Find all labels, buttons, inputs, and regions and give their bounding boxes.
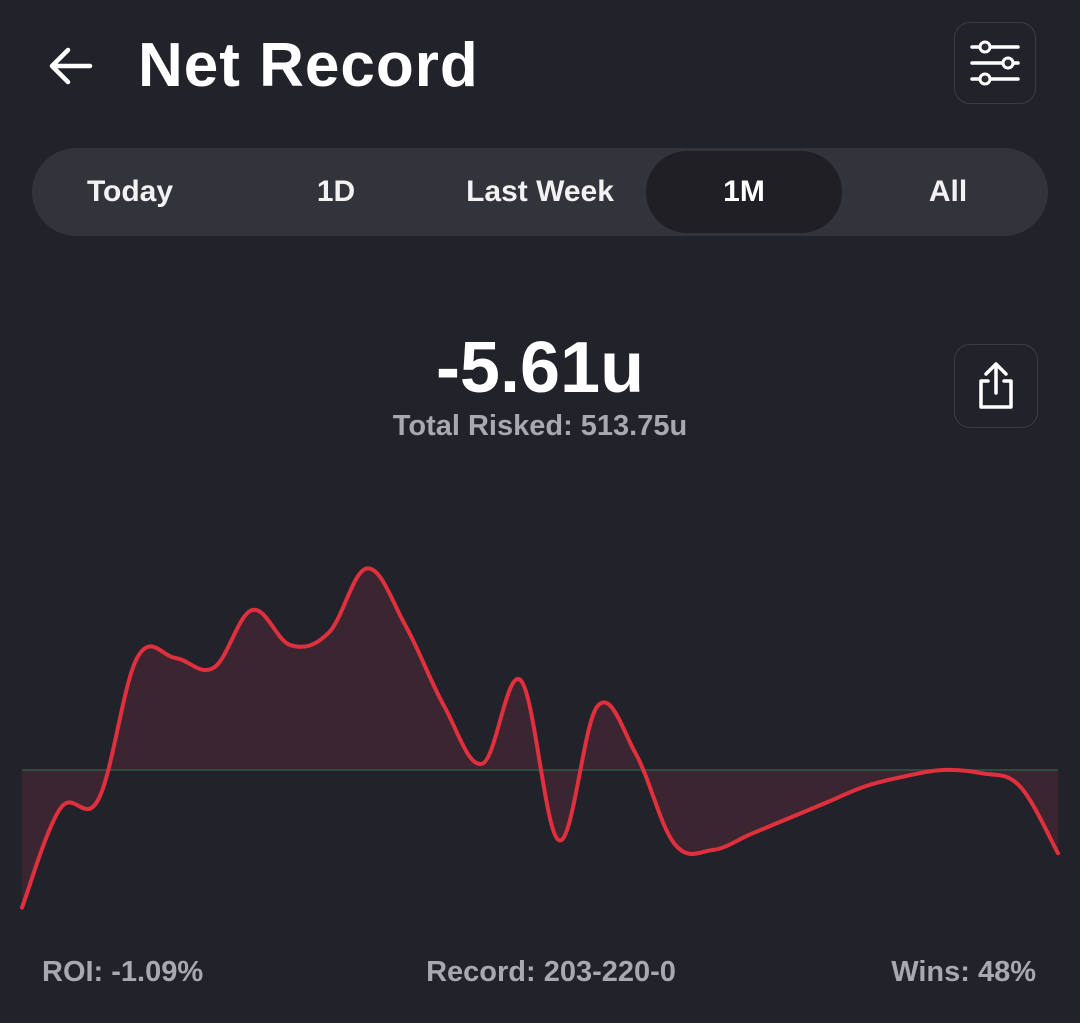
- share-button[interactable]: [954, 344, 1038, 428]
- tab-label: Last Week: [466, 175, 614, 208]
- tab-label: 1M: [723, 175, 765, 208]
- timeframe-tabs: Today 1D Last Week 1M All: [32, 148, 1048, 236]
- tab-all[interactable]: All: [850, 151, 1046, 233]
- tab-today[interactable]: Today: [32, 151, 228, 233]
- filter-button[interactable]: [954, 22, 1036, 104]
- record-stat: Record: 203-220-0: [426, 956, 676, 988]
- sliders-icon: [970, 40, 1020, 86]
- tab-last-week[interactable]: Last Week: [442, 151, 638, 233]
- chart-series-line: [20, 566, 1060, 910]
- total-risked: Total Risked: 513.75u: [392, 410, 688, 442]
- tab-1m[interactable]: 1M: [646, 151, 842, 233]
- page-title: Net Record: [138, 31, 479, 100]
- net-value: -5.61u: [435, 328, 645, 408]
- arrow-left-icon: [49, 47, 93, 85]
- roi-stat: ROI: -1.09%: [42, 956, 204, 988]
- back-button[interactable]: [40, 36, 100, 96]
- tab-1d[interactable]: 1D: [238, 151, 434, 233]
- tab-label: All: [928, 175, 968, 208]
- share-icon: [979, 362, 1013, 409]
- wins-stat: Wins: 48%: [891, 956, 1036, 988]
- net-record-chart: [20, 566, 1060, 910]
- tab-label: 1D: [316, 175, 356, 208]
- tab-label: Today: [86, 175, 174, 208]
- chart-area-fill: [22, 568, 1058, 908]
